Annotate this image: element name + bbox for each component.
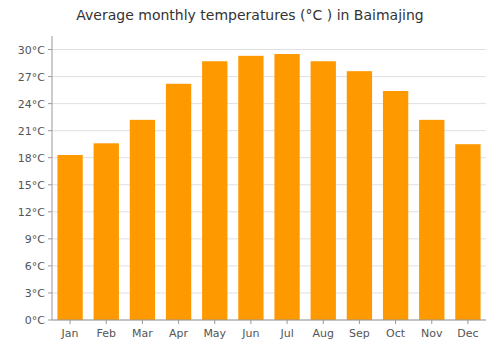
y-tick-label: 12°C <box>18 206 45 219</box>
y-tick-label: 21°C <box>18 125 45 138</box>
x-tick <box>70 320 71 324</box>
bar <box>311 61 336 320</box>
x-tick <box>106 320 107 324</box>
title: Average monthly temperatures (°C ) in Ba… <box>76 7 423 23</box>
chart-svg: Average monthly temperatures (°C ) in Ba… <box>0 0 500 350</box>
x-tick-label: Feb <box>97 327 116 340</box>
x-tick-label: May <box>203 327 226 340</box>
y-tick <box>48 157 52 158</box>
y-axis: 0°C 3°C 6°C 9°C 12°C 15°C 18°C 21°C 24°C 27°C 30°C <box>18 36 52 327</box>
x-tick-label: Aug <box>313 327 334 340</box>
x-tick <box>250 320 251 324</box>
x-tick <box>142 320 143 324</box>
grid-line <box>52 49 486 50</box>
x-tick-label: Nov <box>421 327 443 340</box>
bar <box>347 71 372 320</box>
grid-line <box>52 103 486 104</box>
bar <box>455 144 480 320</box>
y-tick <box>48 49 52 50</box>
grid-line <box>52 320 486 321</box>
bar <box>274 54 299 320</box>
y-tick-label: 18°C <box>18 152 45 165</box>
x-tick-label: Jan <box>61 327 79 340</box>
x-axis: Jan Feb Mar Apr May Jun Jul Aug Sep Oct Nov Dec <box>52 320 486 340</box>
x-tick-label: Mar <box>132 327 153 340</box>
bar <box>419 120 444 320</box>
x-tick <box>467 320 468 324</box>
y-tick-label: 15°C <box>18 179 45 192</box>
x-tick-label: Sep <box>349 327 370 340</box>
x-tick-label: Jul <box>279 327 293 340</box>
y-tick-label: 30°C <box>18 44 45 57</box>
y-tick-label: 9°C <box>25 233 45 246</box>
chart-container: Average monthly temperatures (°C ) in Ba… <box>0 0 500 350</box>
x-tick <box>214 320 215 324</box>
bar <box>130 120 155 320</box>
x-tick-label: Apr <box>169 327 189 340</box>
x-tick <box>359 320 360 324</box>
y-tick-label: 3°C <box>25 287 45 300</box>
y-tick-label: 0°C <box>25 314 45 327</box>
bar <box>238 56 263 320</box>
y-tick <box>48 184 52 185</box>
y-tick <box>48 265 52 266</box>
x-tick <box>323 320 324 324</box>
bar <box>94 143 119 320</box>
y-tick-label: 27°C <box>18 71 45 84</box>
bar <box>383 91 408 320</box>
y-tick-label: 24°C <box>18 98 45 111</box>
y-axis-line <box>52 36 53 320</box>
bar <box>166 84 191 320</box>
x-axis-line <box>52 320 486 321</box>
y-tick <box>48 211 52 212</box>
bars <box>57 54 480 320</box>
x-tick <box>395 320 396 324</box>
y-tick <box>48 76 52 77</box>
x-tick-label: Dec <box>457 327 478 340</box>
bar <box>202 61 227 320</box>
grid-line <box>52 76 486 77</box>
grid <box>52 50 486 320</box>
y-tick <box>48 238 52 239</box>
y-tick <box>48 320 52 321</box>
y-tick <box>48 130 52 131</box>
x-tick <box>431 320 432 324</box>
bar <box>57 155 82 320</box>
x-tick-label: Jun <box>241 327 259 340</box>
x-tick-label: Oct <box>386 327 406 340</box>
y-tick-label: 6°C <box>25 260 45 273</box>
y-tick <box>48 103 52 104</box>
x-tick <box>287 320 288 324</box>
y-tick <box>48 292 52 293</box>
x-tick <box>178 320 179 324</box>
